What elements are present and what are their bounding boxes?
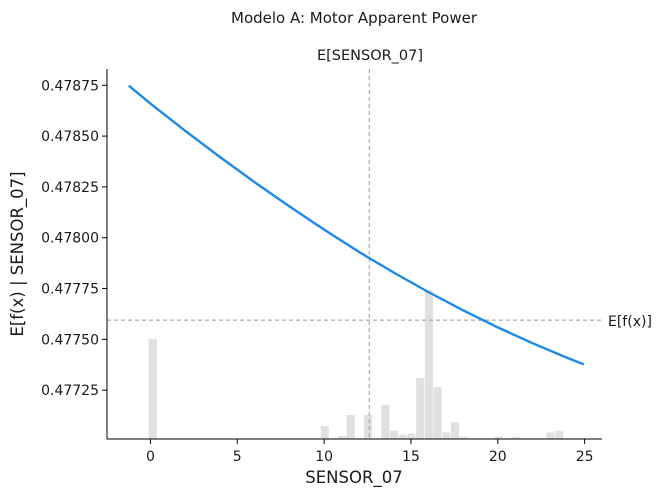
chart-subtitle: E[SENSOR_07]: [317, 48, 423, 64]
y-tick-label: 0.47875: [41, 78, 99, 94]
y-tick-label: 0.47825: [41, 180, 99, 196]
reference-lines-layer: [107, 69, 602, 439]
histogram-bar: [381, 404, 390, 439]
expected-value-label: E[f(x)]: [608, 314, 652, 330]
x-tick-label: 0: [146, 449, 155, 465]
histogram-layer: [148, 290, 564, 439]
y-tick-label: 0.47725: [41, 383, 99, 399]
histogram-bar: [390, 430, 399, 439]
histogram-bar: [148, 339, 157, 439]
x-tick-label: 5: [233, 449, 242, 465]
x-tick-label: 20: [489, 449, 507, 465]
histogram-bar: [398, 434, 407, 439]
chart-title: Modelo A: Motor Apparent Power: [231, 9, 478, 27]
histogram-bar: [555, 430, 564, 439]
histogram-bar: [546, 432, 555, 439]
axes-layer: [106, 69, 602, 440]
x-tick-label: 10: [315, 449, 333, 465]
histogram-bar: [416, 377, 425, 439]
histogram-bar: [494, 436, 503, 439]
histogram-bar: [424, 290, 433, 439]
histogram-bar: [407, 433, 416, 439]
y-tick-label: 0.47775: [41, 282, 99, 298]
y-axis-label: E[f(x) | SENSOR_07]: [8, 171, 28, 336]
histogram-bar: [346, 414, 355, 439]
histogram-bar: [511, 437, 520, 439]
histogram-bar: [320, 426, 329, 439]
histogram-bar: [450, 422, 459, 439]
histogram-bar: [442, 432, 451, 439]
line-layer: [128, 85, 585, 366]
histogram-bar: [459, 436, 468, 439]
histogram-bar: [338, 436, 347, 439]
y-tick-label: 0.47750: [41, 332, 99, 348]
histogram-bar: [433, 387, 442, 439]
dependence-line: [128, 85, 585, 366]
histogram-bar: [364, 414, 373, 439]
x-tick-label: 25: [576, 449, 594, 465]
x-tick-label: 15: [402, 449, 420, 465]
ticks-layer: 0 5 10 15 20 25 0.47725 0.47750 0.47775 0.47800 0.…: [41, 78, 593, 465]
x-axis-label: SENSOR_07: [305, 468, 402, 488]
y-tick-label: 0.47800: [41, 231, 99, 247]
y-tick-label: 0.47850: [41, 129, 99, 145]
